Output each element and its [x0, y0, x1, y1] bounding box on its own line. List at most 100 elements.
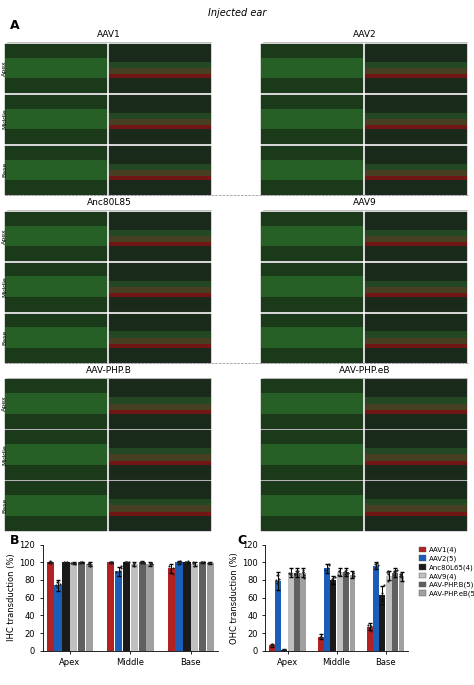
Point: [288, 570, 295, 581]
Point: [371, 559, 379, 570]
Text: Apex: Apex: [2, 60, 8, 76]
Point: [268, 639, 276, 650]
Point: [137, 556, 145, 567]
Text: AAV-PHP.B: AAV-PHP.B: [86, 366, 132, 375]
Bar: [349, 575, 356, 651]
Point: [140, 557, 147, 568]
Point: [383, 566, 391, 577]
Bar: [191, 564, 199, 651]
Point: [392, 566, 400, 577]
Point: [191, 561, 198, 572]
Bar: [78, 562, 85, 651]
Text: Base: Base: [2, 330, 8, 345]
Bar: [131, 564, 138, 651]
Point: [205, 558, 213, 569]
Point: [317, 632, 325, 643]
Point: [350, 570, 358, 581]
Bar: [86, 564, 93, 651]
Point: [46, 557, 54, 568]
Point: [349, 570, 356, 581]
Point: [77, 556, 84, 567]
Point: [300, 573, 308, 584]
Point: [112, 567, 120, 578]
Point: [63, 558, 71, 569]
Bar: [288, 573, 293, 651]
Point: [273, 577, 281, 588]
Bar: [392, 573, 398, 651]
Bar: [123, 562, 130, 651]
Point: [87, 559, 94, 570]
Text: Middle: Middle: [2, 276, 8, 297]
Point: [372, 562, 380, 573]
Point: [75, 557, 83, 568]
Point: [117, 562, 124, 573]
Point: [279, 645, 286, 656]
Point: [129, 560, 137, 571]
Bar: [167, 569, 175, 651]
Point: [367, 626, 375, 637]
Point: [182, 558, 190, 569]
Point: [64, 557, 71, 568]
Point: [86, 558, 93, 569]
Point: [137, 558, 145, 569]
Point: [56, 579, 64, 590]
Point: [146, 558, 154, 569]
Point: [60, 558, 67, 569]
Point: [47, 557, 55, 568]
Text: AAV2: AAV2: [353, 30, 377, 40]
Bar: [337, 572, 343, 651]
Text: Base: Base: [2, 162, 8, 177]
Point: [294, 566, 301, 577]
Point: [86, 560, 94, 571]
Bar: [343, 572, 349, 651]
Point: [301, 569, 308, 580]
Bar: [115, 571, 122, 651]
Bar: [380, 595, 385, 651]
Bar: [175, 562, 182, 651]
Point: [378, 587, 385, 598]
Bar: [70, 563, 77, 651]
Point: [197, 556, 205, 567]
Text: Middle: Middle: [2, 444, 8, 465]
Point: [201, 556, 208, 567]
Bar: [367, 627, 373, 651]
Point: [138, 556, 146, 567]
Point: [281, 645, 289, 656]
Point: [349, 567, 356, 578]
Point: [330, 575, 337, 586]
Bar: [399, 577, 404, 651]
Point: [78, 556, 86, 567]
Point: [397, 569, 404, 580]
Y-axis label: IHC transduction (%): IHC transduction (%): [8, 554, 17, 641]
Bar: [138, 562, 146, 651]
Point: [292, 569, 299, 580]
Point: [177, 556, 185, 567]
Point: [169, 562, 177, 573]
Point: [341, 565, 348, 576]
Point: [206, 558, 213, 569]
Point: [380, 580, 387, 590]
Point: [279, 645, 286, 656]
Text: Injected ear: Injected ear: [208, 8, 266, 18]
Point: [106, 557, 113, 568]
Point: [46, 556, 54, 567]
Point: [268, 640, 275, 651]
Point: [130, 558, 137, 569]
Point: [122, 556, 130, 567]
Point: [341, 569, 349, 580]
Legend: AAV1(4), AAV2(5), Anc80L65(4), AAV9(4), AAV-PHP.B(5), AAV-PHP.eB(5): AAV1(4), AAV2(5), Anc80L65(4), AAV9(4), …: [418, 546, 474, 598]
Point: [189, 557, 196, 568]
Point: [349, 567, 357, 578]
Bar: [301, 573, 306, 651]
Point: [201, 556, 208, 567]
Point: [324, 565, 331, 576]
Text: AAV1: AAV1: [97, 30, 121, 40]
Point: [177, 556, 184, 566]
Point: [367, 621, 375, 632]
Text: Base: Base: [2, 498, 8, 513]
Point: [317, 632, 324, 643]
Point: [206, 557, 213, 568]
Point: [325, 560, 332, 571]
Text: A: A: [9, 19, 19, 32]
Point: [85, 558, 92, 569]
